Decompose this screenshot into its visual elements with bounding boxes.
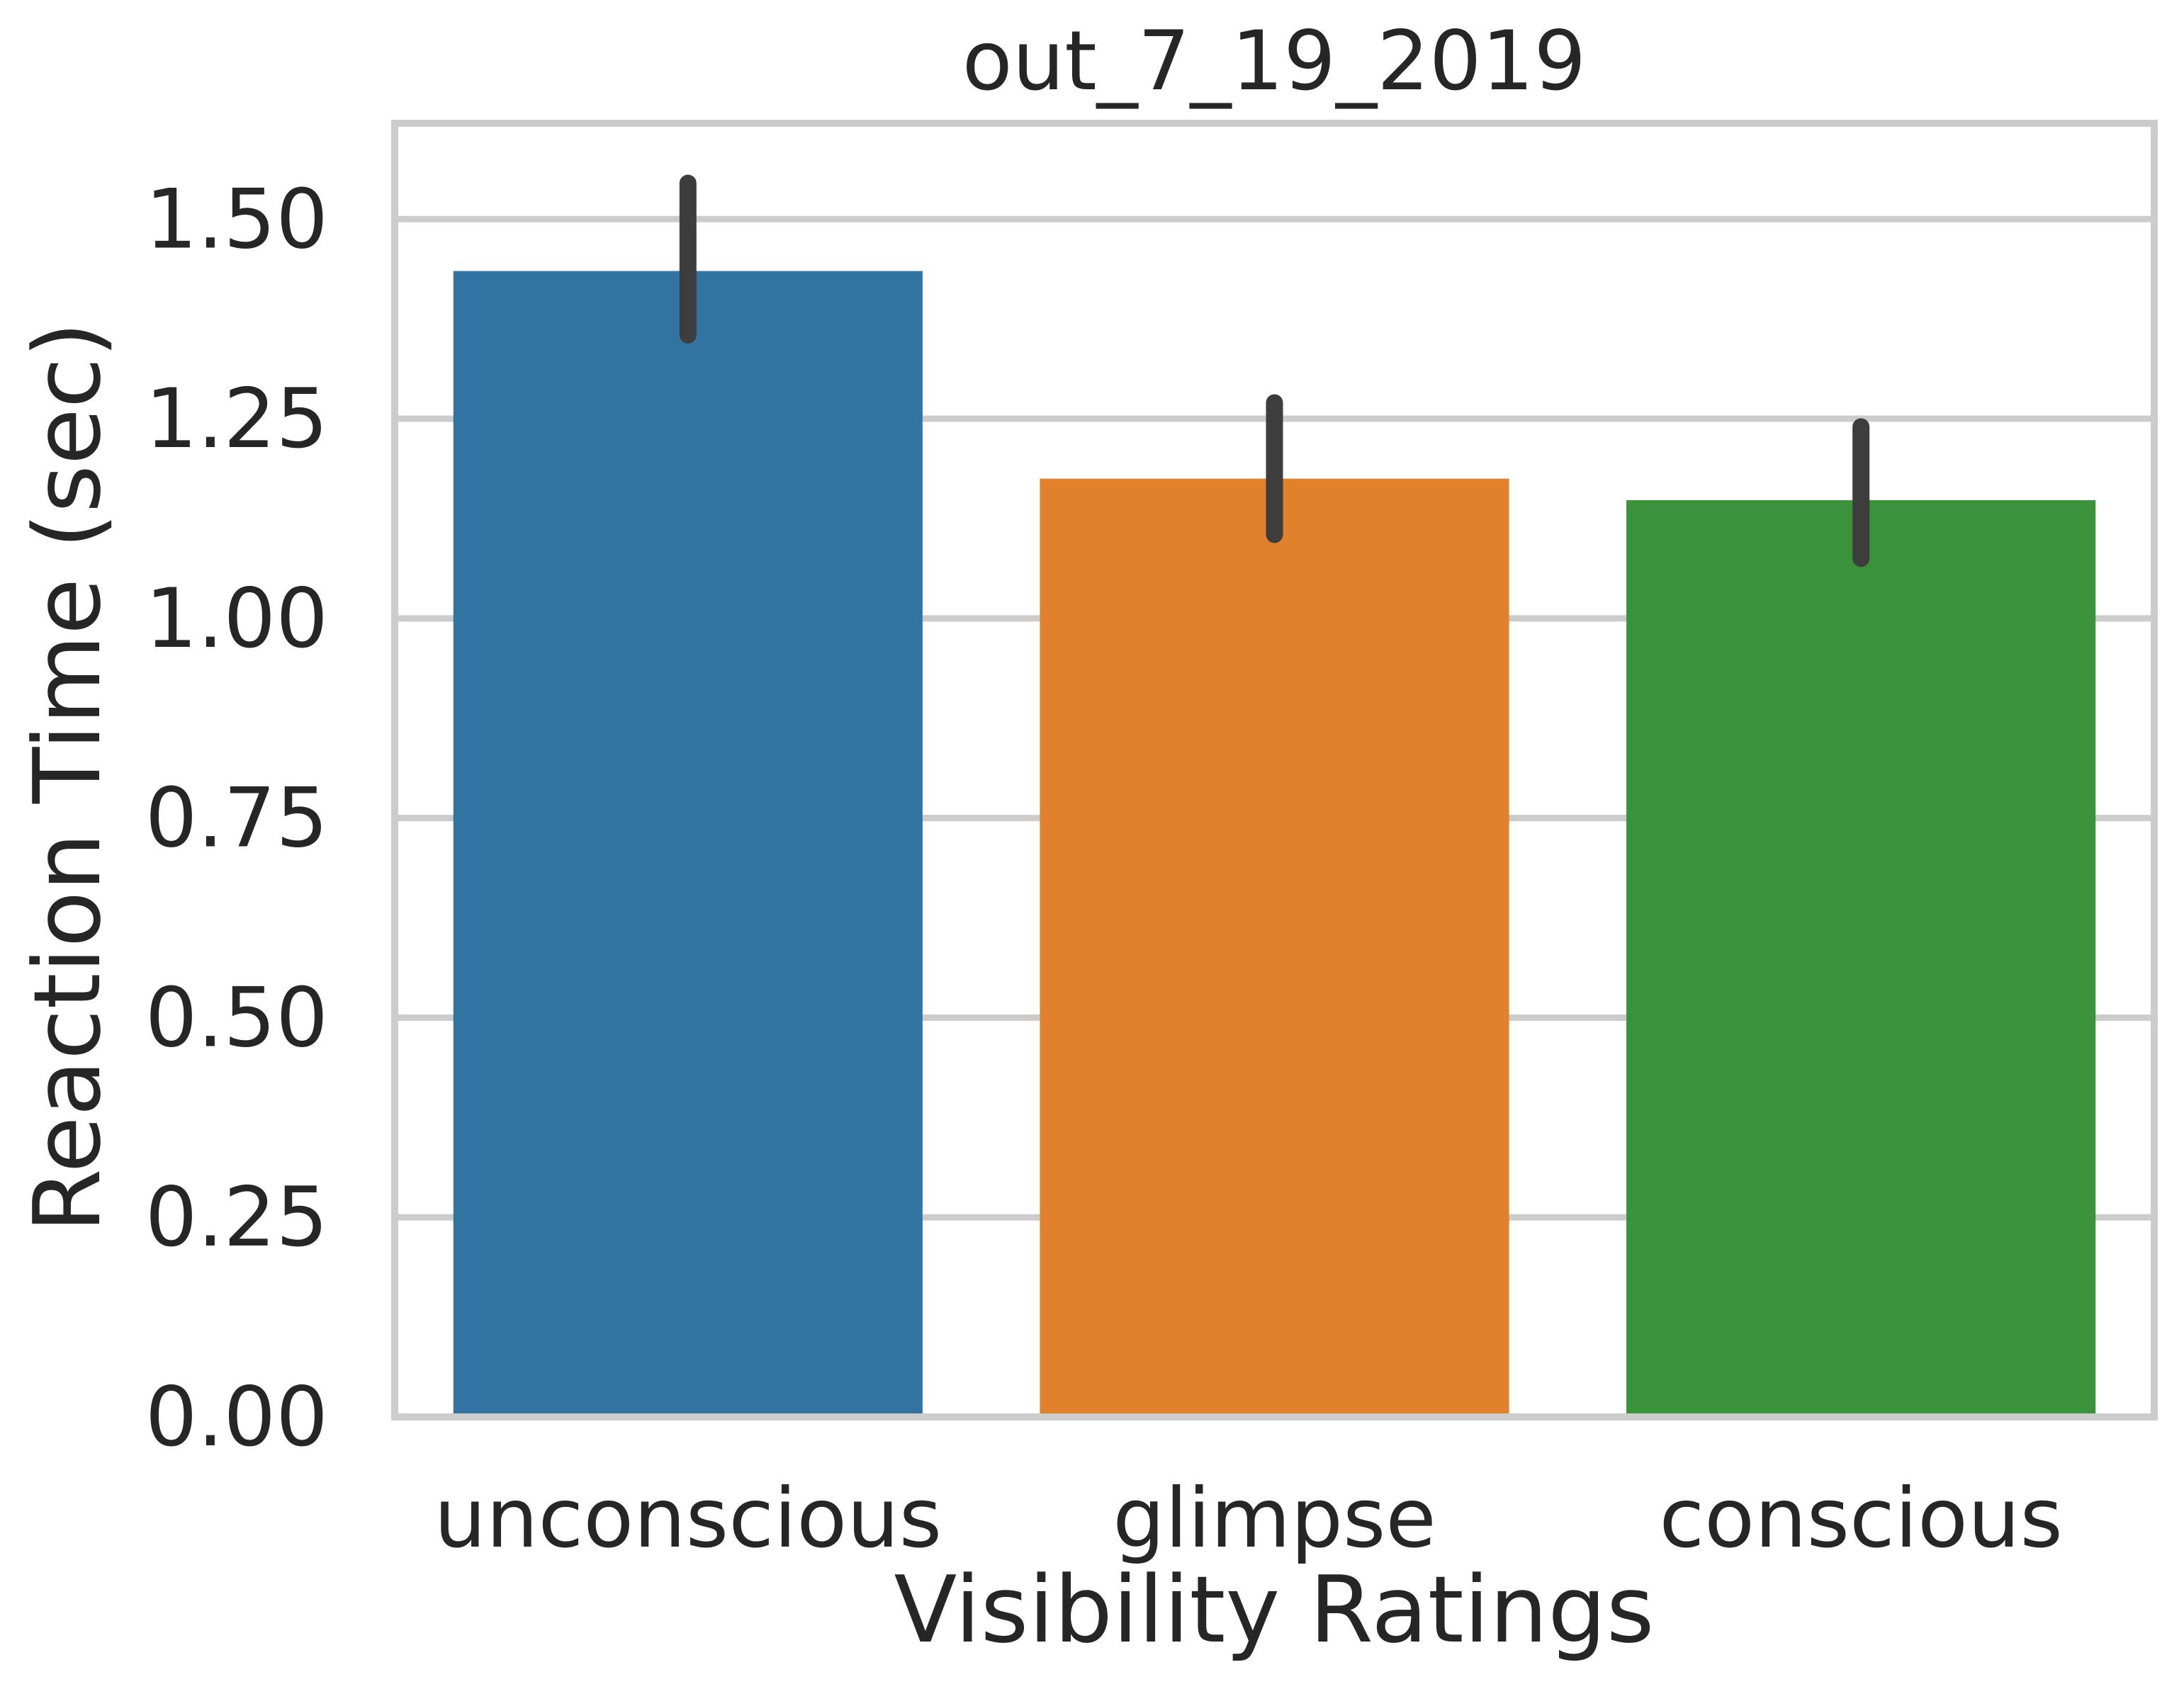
- bar-glimpse: [1040, 478, 1509, 1417]
- x-tick-label: unconscious: [434, 1471, 942, 1566]
- y-axis-label: Reaction Time (sec): [13, 322, 121, 1233]
- bar-conscious: [1626, 500, 2096, 1417]
- x-tick-label: glimpse: [1113, 1471, 1436, 1566]
- y-tick-label: 0.75: [145, 771, 328, 866]
- y-tick-label: 1.00: [145, 571, 328, 667]
- chart-title: out_7_19_2019: [962, 13, 1587, 109]
- y-tick-label: 1.25: [145, 371, 328, 467]
- bars: [453, 271, 2096, 1418]
- bar-unconscious: [453, 271, 923, 1418]
- y-tick-label: 0.50: [145, 970, 328, 1066]
- x-axis-label: Visibility Ratings: [894, 1556, 1654, 1663]
- y-tick-label: 0.00: [145, 1369, 328, 1465]
- y-tick-label: 1.50: [145, 171, 328, 267]
- error-bars: [679, 174, 1870, 567]
- y-tick-labels: 0.00 0.25 0.50 0.75 1.00 1.25 1.50: [145, 171, 328, 1465]
- plot-frame: [391, 120, 2158, 1420]
- x-tick-label: conscious: [1659, 1471, 2063, 1566]
- y-tick-label: 0.25: [145, 1170, 328, 1265]
- x-tick-labels: unconscious glimpse conscious: [434, 1471, 2062, 1566]
